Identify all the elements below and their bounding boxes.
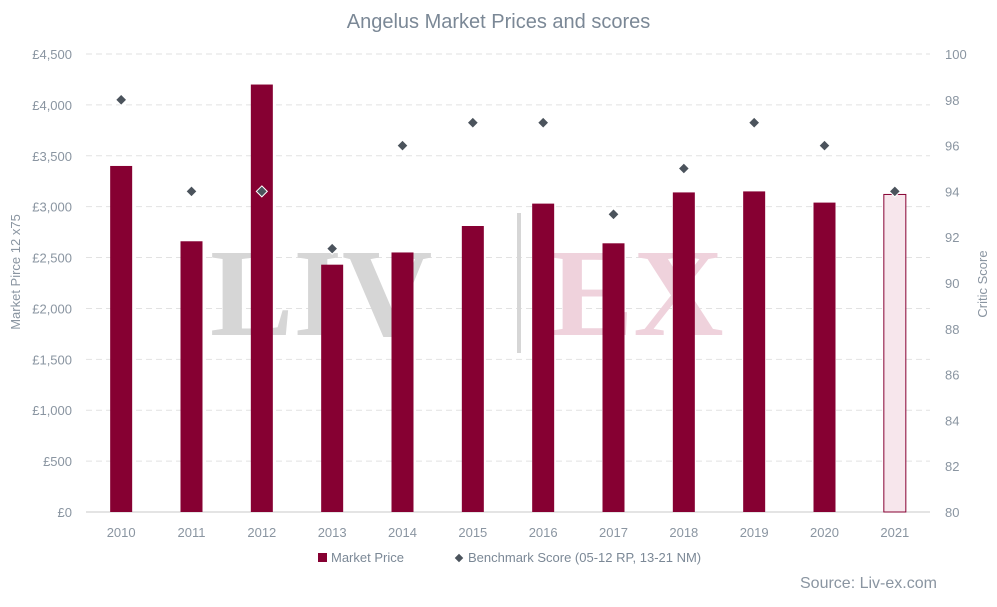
x-tick-label: 2020 bbox=[810, 525, 839, 540]
score-marker-2016 bbox=[536, 116, 550, 129]
x-tick-label: 2010 bbox=[107, 525, 136, 540]
x-tick-label: 2011 bbox=[178, 525, 206, 540]
y-tick-label: £500 bbox=[43, 454, 72, 469]
y-tick-label: £3,000 bbox=[32, 200, 72, 215]
source-note: Source: Liv-ex.com bbox=[800, 575, 937, 592]
y2-tick-label: 84 bbox=[945, 413, 959, 428]
bar-2015 bbox=[461, 226, 484, 512]
y2-axis-label: Critic Score bbox=[975, 250, 990, 317]
score-marker-2010 bbox=[114, 93, 128, 107]
x-tick-label: 2015 bbox=[458, 525, 487, 540]
legend-swatch-diamond bbox=[454, 553, 464, 563]
score-marker-2014 bbox=[396, 139, 409, 152]
y2-tick-label: 80 bbox=[945, 505, 959, 520]
y-tick-label: £4,500 bbox=[32, 47, 72, 62]
x-tick-label: 2017 bbox=[599, 525, 628, 540]
score-marker-2019 bbox=[747, 116, 761, 129]
watermark-ex: EX bbox=[550, 225, 724, 363]
y-tick-label: £2,000 bbox=[32, 301, 72, 316]
y2-tick-label: 86 bbox=[945, 368, 959, 383]
legend-swatch-bar bbox=[318, 553, 327, 562]
gridlines bbox=[86, 53, 930, 513]
left-axis-ticks: £0 £500 £1,000 £1,500 £2,000 £2,500 £3,000 £3,5… bbox=[32, 47, 72, 520]
y-tick-label: £0 bbox=[58, 505, 72, 520]
score-marker-2018 bbox=[677, 162, 691, 175]
y2-tick-label: 100 bbox=[945, 47, 967, 62]
bar-2011 bbox=[180, 241, 203, 512]
x-tick-label: 2014 bbox=[388, 525, 417, 540]
legend-market-price: Market Price bbox=[318, 550, 404, 565]
bar-2012 bbox=[250, 84, 273, 513]
chart-title: Angelus Market Prices and scores bbox=[346, 11, 651, 33]
legend-benchmark-label: Benchmark Score (05-12 RP, 13-21 NM) bbox=[468, 550, 702, 565]
bar-2018 bbox=[672, 192, 695, 512]
bar-2016 bbox=[532, 203, 555, 512]
watermark-divider bbox=[517, 213, 521, 353]
x-tick-label: 2016 bbox=[529, 525, 558, 540]
legend-benchmark-score: Benchmark Score (05-12 RP, 13-21 NM) bbox=[454, 550, 702, 565]
x-tick-label: 2018 bbox=[669, 525, 698, 540]
x-tick-label: 2013 bbox=[318, 525, 347, 540]
y-tick-label: £1,500 bbox=[32, 352, 72, 367]
y2-tick-label: 90 bbox=[945, 276, 959, 291]
score-marker-2011 bbox=[185, 185, 198, 198]
score-marker-2020 bbox=[818, 139, 831, 152]
y-axis-label: Market Pirce 12 x75 bbox=[8, 214, 23, 330]
score-marker-2012 bbox=[255, 185, 269, 198]
score-marker-2017 bbox=[607, 208, 620, 221]
bar-2019 bbox=[743, 191, 766, 512]
bar-2014 bbox=[391, 252, 414, 512]
score-series bbox=[114, 93, 902, 255]
y-tick-label: £4,000 bbox=[32, 98, 72, 113]
bar-series bbox=[110, 84, 907, 513]
bar-2020 bbox=[813, 202, 836, 512]
y2-tick-label: 94 bbox=[945, 184, 959, 199]
x-tick-label: 2021 bbox=[880, 525, 909, 540]
bar-2021 bbox=[883, 193, 907, 513]
score-marker-2013 bbox=[325, 242, 339, 255]
legend-market-price-label: Market Price bbox=[331, 550, 404, 565]
bar-2013 bbox=[321, 264, 344, 512]
x-axis-ticks: 2010 2011 2012 2013 2014 2015 2016 2017 2018 2019… bbox=[107, 525, 910, 540]
x-tick-label: 2012 bbox=[247, 525, 276, 540]
x-tick-label: 2019 bbox=[740, 525, 769, 540]
bar-2010 bbox=[110, 165, 133, 512]
y2-tick-label: 82 bbox=[945, 459, 959, 474]
y2-tick-label: 88 bbox=[945, 322, 959, 337]
y2-tick-label: 96 bbox=[945, 139, 959, 154]
y2-tick-label: 92 bbox=[945, 230, 959, 245]
score-marker-2015 bbox=[466, 116, 480, 129]
bar-2017 bbox=[602, 243, 625, 512]
y-tick-label: £2,500 bbox=[32, 251, 72, 266]
y-tick-label: £1,000 bbox=[32, 403, 72, 418]
score-marker-2021 bbox=[888, 185, 902, 198]
y-tick-label: £3,500 bbox=[32, 149, 72, 164]
y2-tick-label: 98 bbox=[945, 93, 959, 108]
right-axis-ticks: 80 82 84 86 88 90 92 94 96 98 100 bbox=[945, 47, 967, 520]
